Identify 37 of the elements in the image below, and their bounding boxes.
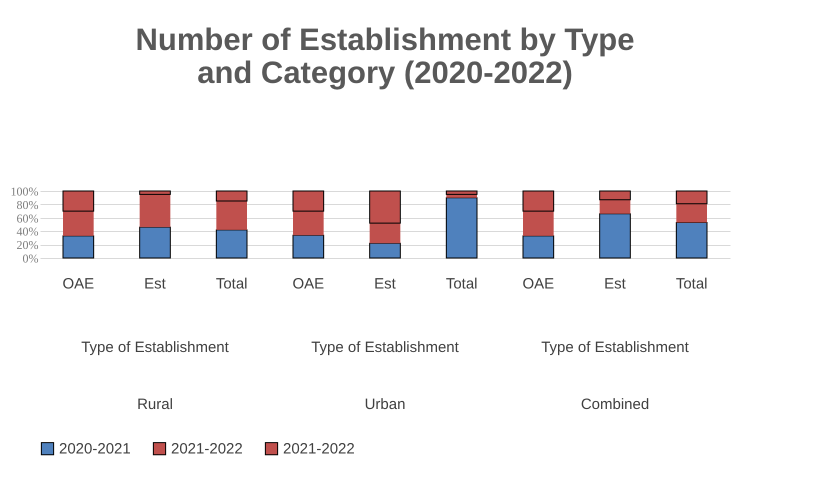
y-tick-label: 40% xyxy=(16,224,38,239)
bar xyxy=(292,234,324,258)
bar xyxy=(139,226,171,258)
bar xyxy=(446,190,478,195)
x-tick-label: Est xyxy=(374,276,397,292)
legend-label: 2020-2021 xyxy=(59,440,131,458)
x-tick-label: OAE xyxy=(522,276,554,292)
x-tick-label: OAE xyxy=(292,276,324,292)
x-tick-label: Est xyxy=(144,276,167,292)
bar xyxy=(216,229,248,258)
text: Type of Establishment xyxy=(311,339,460,356)
bar xyxy=(676,222,708,258)
text: and Category (2020-2022) xyxy=(197,55,573,90)
text: Combined xyxy=(580,396,650,413)
bar xyxy=(62,235,94,258)
text: Urban xyxy=(364,396,406,413)
text: Rural xyxy=(137,396,173,413)
bar xyxy=(140,194,170,228)
text: Type of Establishment xyxy=(81,339,230,356)
bar xyxy=(522,235,554,258)
legend-label: 2021-2022 xyxy=(283,440,355,458)
x-tick-label: Total xyxy=(676,276,708,292)
bar xyxy=(599,213,631,258)
text: Type of Establishment xyxy=(541,339,690,356)
y-tick-label: 20% xyxy=(16,238,38,252)
x-tick-label: Total xyxy=(446,276,478,292)
y-tick-label: 60% xyxy=(16,211,38,226)
text: Number of Establishment by Type xyxy=(136,22,634,57)
x-tick-label: Total xyxy=(216,276,248,292)
bar xyxy=(369,242,401,258)
y-tick-label: 100% xyxy=(10,184,38,198)
x-tick-label: Est xyxy=(604,276,627,292)
y-tick-label: 80% xyxy=(16,198,38,212)
x-tick-label: OAE xyxy=(62,276,94,292)
legend-label: 2021-2022 xyxy=(171,440,243,458)
y-tick-label: 0% xyxy=(22,252,38,266)
bar xyxy=(446,197,478,258)
